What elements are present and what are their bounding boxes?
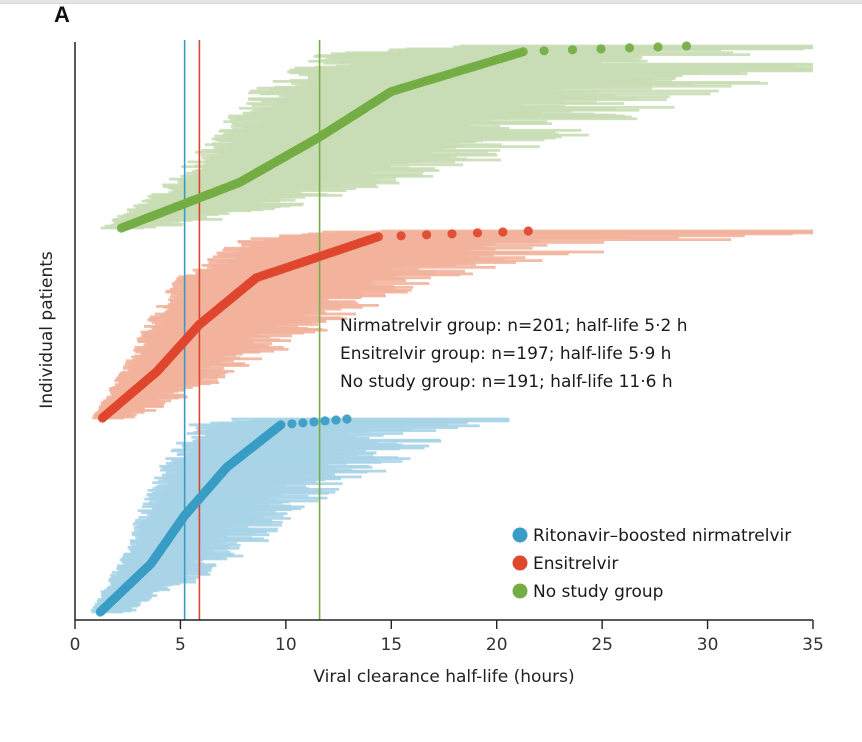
legend-item-nirmatrelvir: Ritonavir–boosted nirmatrelvir bbox=[512, 526, 791, 546]
x-ticks: 0 5 10 15 20 25 30 35 bbox=[70, 620, 824, 655]
legend-item-ensitrelvir: Ensitrelvir bbox=[512, 554, 618, 574]
x-tick-label: 5 bbox=[175, 635, 186, 655]
legend-marker-no-study bbox=[512, 583, 528, 599]
data-point bbox=[523, 226, 533, 236]
data-point bbox=[309, 417, 319, 427]
legend-label-nirmatrelvir: Ritonavir–boosted nirmatrelvir bbox=[533, 526, 791, 546]
x-tick-label: 25 bbox=[591, 635, 613, 655]
legend-item-no-study: No study group bbox=[512, 582, 663, 602]
data-point bbox=[287, 419, 297, 429]
data-point bbox=[596, 44, 606, 54]
data-point bbox=[342, 414, 352, 424]
data-point bbox=[422, 230, 432, 240]
x-axis-title: Viral clearance half-life (hours) bbox=[313, 667, 574, 687]
annotation-no-study: No study group: n=191; half-life 11·6 h bbox=[340, 372, 673, 392]
data-point bbox=[539, 46, 549, 56]
annotation-nirmatrelvir: Nirmatrelvir group: n=201; half-life 5·2… bbox=[340, 316, 687, 336]
ci-group-1 bbox=[92, 229, 813, 420]
panel-label: A bbox=[54, 2, 70, 27]
data-point bbox=[447, 229, 457, 239]
x-tick-label: 30 bbox=[697, 635, 719, 655]
data-point bbox=[498, 227, 508, 237]
point-group-2 bbox=[116, 41, 692, 233]
legend-label-no-study: No study group bbox=[533, 582, 663, 602]
data-point bbox=[298, 418, 308, 428]
ci-bar bbox=[231, 417, 510, 421]
annotation-block: Nirmatrelvir group: n=201; half-life 5·2… bbox=[340, 316, 687, 392]
data-point bbox=[567, 45, 578, 55]
data-point bbox=[472, 228, 483, 238]
data-point bbox=[320, 416, 330, 426]
y-axis-title: Individual patients bbox=[37, 251, 57, 409]
x-tick-label: 35 bbox=[802, 635, 824, 655]
ci-bar bbox=[459, 44, 813, 48]
legend-marker-nirmatrelvir bbox=[512, 527, 528, 543]
data-point bbox=[681, 41, 692, 51]
data-point bbox=[624, 43, 635, 53]
x-tick-label: 10 bbox=[275, 635, 297, 655]
data-point bbox=[373, 232, 383, 242]
data-point bbox=[331, 415, 341, 425]
x-tick-label: 20 bbox=[486, 635, 508, 655]
x-tick-label: 0 bbox=[70, 635, 81, 655]
data-point bbox=[396, 231, 406, 241]
legend-marker-ensitrelvir bbox=[512, 555, 528, 571]
data-point bbox=[653, 42, 663, 52]
ci-bar bbox=[381, 229, 813, 233]
legend-label-ensitrelvir: Ensitrelvir bbox=[533, 554, 618, 574]
data-point bbox=[276, 420, 286, 430]
point-group-0 bbox=[95, 414, 352, 617]
data-points bbox=[95, 41, 692, 617]
legend: Ritonavir–boosted nirmatrelvir Ensitrelv… bbox=[512, 526, 791, 602]
axes: 0 5 10 15 20 25 30 35 bbox=[70, 42, 824, 655]
ci-group-0 bbox=[90, 417, 510, 614]
x-tick-label: 15 bbox=[380, 635, 402, 655]
point-group-1 bbox=[97, 226, 533, 423]
data-point bbox=[518, 47, 528, 57]
window-top-border bbox=[0, 0, 862, 4]
annotation-ensitrelvir: Ensitrelvir group: n=197; half-life 5·9 … bbox=[340, 344, 671, 364]
